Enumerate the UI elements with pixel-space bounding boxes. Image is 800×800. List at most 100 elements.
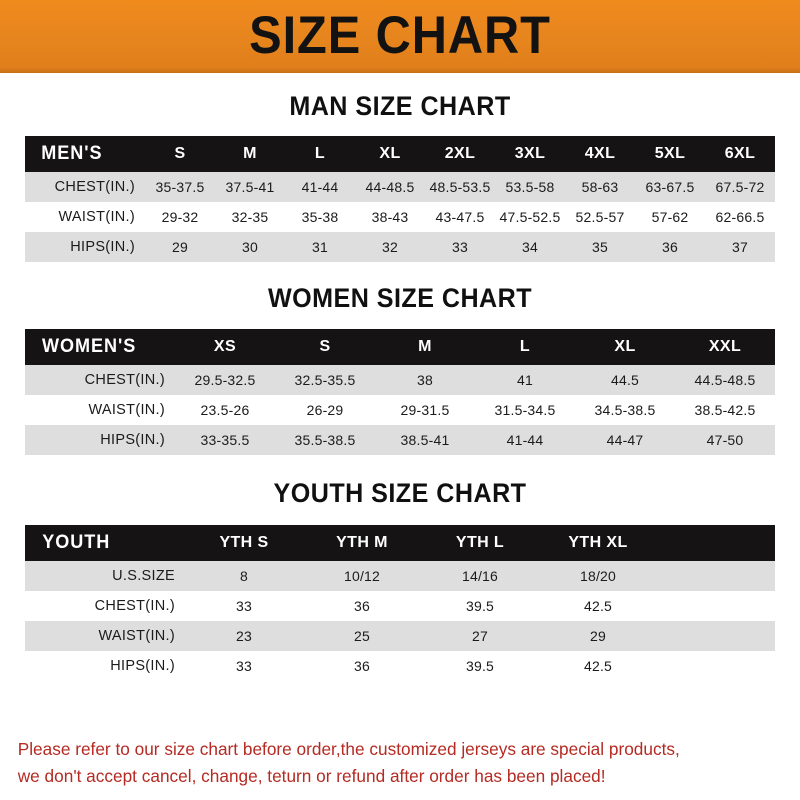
youth-col-2: YTH L xyxy=(455,534,505,551)
man-size-table-wrap: MEN'S S M L XL 2XL 3XL 4XL 5XL 6XL CHEST… xyxy=(25,136,775,262)
youth-cell-2-4 xyxy=(657,621,775,651)
women-table-body: CHEST(IN.) 29.5-32.5 32.5-35.5 38 41 44.… xyxy=(25,365,775,455)
youth-cell-1-2: 39.5 xyxy=(465,598,495,614)
women-cell-0-1: 32.5-35.5 xyxy=(294,372,356,388)
women-cell-2-0: 33-35.5 xyxy=(200,432,250,448)
man-cell-1-8: 62-66.5 xyxy=(715,209,765,225)
youth-table-body: U.S.SIZE 8 10/12 14/16 18/20 CHEST(IN.) … xyxy=(25,561,775,681)
youth-row-label-1: CHEST(IN.) xyxy=(94,598,175,614)
man-cell-1-3: 38-43 xyxy=(371,209,409,225)
man-col-8: 6XL xyxy=(724,145,756,162)
man-cell-0-5: 53.5-58 xyxy=(505,179,555,195)
man-cell-2-8: 37 xyxy=(732,239,748,255)
women-col-5: XXL xyxy=(708,338,742,355)
women-col-1: S xyxy=(319,338,331,355)
man-corner-label: MEN'S xyxy=(41,143,103,164)
man-cell-1-7: 57-62 xyxy=(651,209,689,225)
table-row: WAIST(IN.) 23 25 27 29 xyxy=(25,621,775,651)
man-col-6: 4XL xyxy=(584,145,616,162)
youth-cell-2-1: 25 xyxy=(354,628,370,644)
table-row: HIPS(IN.) 33-35.5 35.5-38.5 38.5-41 41-4… xyxy=(25,425,775,455)
order-policy-note-line-2: we don't accept cancel, change, teturn o… xyxy=(17,765,606,786)
women-cell-0-2: 38 xyxy=(417,372,433,388)
man-col-4: 2XL xyxy=(444,145,476,162)
youth-header-row: YOUTH YTH S YTH M YTH L YTH XL xyxy=(25,525,775,561)
women-cell-2-2: 38.5-41 xyxy=(400,432,450,448)
women-col-0: XS xyxy=(213,338,237,355)
order-policy-note-line-1: Please refer to our size chart before or… xyxy=(17,738,680,759)
women-header-row: WOMEN'S XS S M L XL XXL xyxy=(25,329,775,365)
youth-cell-2-2: 27 xyxy=(472,628,488,644)
man-cell-1-5: 47.5-52.5 xyxy=(499,209,561,225)
women-cell-1-1: 26-29 xyxy=(306,402,344,418)
women-col-3: L xyxy=(519,338,531,355)
women-size-table-wrap: WOMEN'S XS S M L XL XXL CHEST(IN.) 29.5-… xyxy=(25,329,775,455)
youth-cell-3-0: 33 xyxy=(236,658,252,674)
women-cell-0-4: 44.5 xyxy=(610,372,640,388)
man-col-5: 3XL xyxy=(514,145,546,162)
women-row-label-0: CHEST(IN.) xyxy=(84,372,165,388)
youth-col-1: YTH M xyxy=(336,534,388,551)
man-col-3: XL xyxy=(379,145,401,162)
section-title-youth: YOUTH SIZE CHART xyxy=(273,478,527,508)
women-size-table: WOMEN'S XS S M L XL XXL CHEST(IN.) 29.5-… xyxy=(25,329,775,455)
man-cell-2-3: 32 xyxy=(382,239,398,255)
youth-cell-3-3: 42.5 xyxy=(583,658,613,674)
youth-cell-0-4 xyxy=(657,561,775,591)
man-cell-0-8: 67.5-72 xyxy=(715,179,765,195)
youth-cell-3-1: 36 xyxy=(354,658,370,674)
youth-cell-3-4 xyxy=(657,651,775,681)
size-chart-banner: SIZE CHART xyxy=(0,0,800,73)
youth-cell-0-1: 10/12 xyxy=(343,568,381,584)
man-cell-2-2: 31 xyxy=(312,239,328,255)
man-col-1: M xyxy=(243,145,257,162)
man-size-table: MEN'S S M L XL 2XL 3XL 4XL 5XL 6XL CHEST… xyxy=(25,136,775,262)
page-title: SIZE CHART xyxy=(249,6,551,65)
man-cell-2-4: 33 xyxy=(452,239,468,255)
man-row-label-2: HIPS(IN.) xyxy=(70,239,135,255)
man-col-2: L xyxy=(314,145,326,162)
youth-cell-0-2: 14/16 xyxy=(461,568,499,584)
man-cell-2-1: 30 xyxy=(242,239,258,255)
youth-cell-2-3: 29 xyxy=(590,628,606,644)
youth-row-label-0: U.S.SIZE xyxy=(112,568,175,584)
youth-cell-1-4 xyxy=(657,591,775,621)
man-cell-1-6: 52.5-57 xyxy=(575,209,625,225)
youth-size-table-wrap: YOUTH YTH S YTH M YTH L YTH XL U.S.SIZE … xyxy=(25,525,775,681)
youth-cell-0-3: 18/20 xyxy=(579,568,617,584)
youth-col-3: YTH XL xyxy=(568,534,628,551)
man-row-label-0: CHEST(IN.) xyxy=(54,179,135,195)
youth-table-head: YOUTH YTH S YTH M YTH L YTH XL xyxy=(25,525,775,561)
man-table-head: MEN'S S M L XL 2XL 3XL 4XL 5XL 6XL xyxy=(25,136,775,172)
youth-cell-2-0: 23 xyxy=(236,628,252,644)
man-cell-2-5: 34 xyxy=(522,239,538,255)
women-cell-1-5: 38.5-42.5 xyxy=(694,402,756,418)
youth-size-table: YOUTH YTH S YTH M YTH L YTH XL U.S.SIZE … xyxy=(25,525,775,681)
youth-corner-label: YOUTH xyxy=(42,532,111,553)
man-cell-2-0: 29 xyxy=(172,239,188,255)
women-col-2: M xyxy=(418,338,432,355)
women-corner-label: WOMEN'S xyxy=(42,336,137,357)
women-row-label-2: HIPS(IN.) xyxy=(100,432,165,448)
women-cell-1-4: 34.5-38.5 xyxy=(594,402,656,418)
man-cell-0-4: 48.5-53.5 xyxy=(429,179,491,195)
women-col-4: XL xyxy=(614,338,636,355)
man-cell-0-1: 37.5-41 xyxy=(225,179,275,195)
youth-row-label-2: WAIST(IN.) xyxy=(98,628,175,644)
women-cell-2-5: 47-50 xyxy=(706,432,744,448)
youth-col-4 xyxy=(657,525,775,561)
table-row: HIPS(IN.) 29 30 31 32 33 34 35 36 37 xyxy=(25,232,775,262)
table-row: CHEST(IN.) 35-37.5 37.5-41 41-44 44-48.5… xyxy=(25,172,775,202)
man-table-body: CHEST(IN.) 35-37.5 37.5-41 41-44 44-48.5… xyxy=(25,172,775,262)
man-cell-1-2: 35-38 xyxy=(301,209,339,225)
man-cell-0-3: 44-48.5 xyxy=(365,179,415,195)
table-row: CHEST(IN.) 33 36 39.5 42.5 xyxy=(25,591,775,621)
table-row: WAIST(IN.) 23.5-26 26-29 29-31.5 31.5-34… xyxy=(25,395,775,425)
man-col-0: S xyxy=(174,145,186,162)
man-cell-2-6: 35 xyxy=(592,239,608,255)
youth-cell-0-0: 8 xyxy=(240,568,248,584)
women-cell-0-0: 29.5-32.5 xyxy=(194,372,256,388)
women-cell-0-3: 41 xyxy=(517,372,533,388)
man-cell-2-7: 36 xyxy=(662,239,678,255)
women-cell-2-3: 41-44 xyxy=(506,432,544,448)
